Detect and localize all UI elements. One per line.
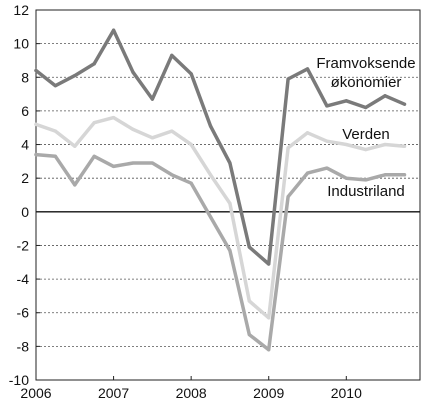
data-point	[286, 146, 290, 150]
data-point	[267, 262, 271, 266]
data-point	[364, 178, 368, 182]
series-label: Framvoksende	[316, 55, 415, 72]
y-tick-label: 6	[21, 103, 29, 119]
data-point	[208, 173, 213, 177]
data-point	[150, 136, 154, 140]
y-tick-label: -2	[17, 237, 30, 253]
data-point	[53, 84, 57, 88]
series-line-1	[34, 115, 407, 320]
data-point	[305, 67, 310, 71]
series-label: økonomier	[331, 74, 402, 91]
data-point	[228, 201, 232, 206]
series-line-2	[34, 152, 407, 352]
data-point	[170, 173, 174, 177]
data-point	[170, 53, 174, 58]
data-point	[131, 161, 135, 165]
data-point	[92, 121, 96, 125]
series-line-0	[34, 28, 407, 266]
data-point	[73, 183, 77, 187]
data-point	[344, 142, 348, 147]
data-point	[131, 127, 135, 132]
data-point	[111, 28, 116, 32]
y-tick-label: 8	[21, 69, 29, 85]
data-point	[267, 316, 271, 320]
data-point	[228, 161, 232, 165]
data-point	[189, 72, 193, 76]
data-point	[73, 144, 77, 148]
y-tick-label: -10	[9, 372, 29, 388]
series-label: Industriland	[327, 183, 405, 200]
data-point	[305, 171, 310, 175]
y-tick-label: -4	[17, 271, 30, 287]
data-point	[228, 248, 232, 253]
data-point	[325, 166, 329, 170]
x-tick-label: 2007	[98, 385, 129, 401]
data-point	[247, 245, 251, 249]
plot-frame	[35, 9, 421, 381]
data-point	[111, 164, 116, 169]
data-point	[364, 105, 368, 110]
data-point	[364, 147, 368, 152]
data-point	[325, 104, 329, 108]
data-point	[344, 176, 348, 180]
data-point	[92, 62, 96, 66]
data-point	[286, 77, 290, 81]
data-point	[344, 99, 348, 103]
data-point	[286, 195, 290, 199]
series-label: Verden	[342, 126, 390, 143]
data-point	[150, 97, 154, 101]
y-tick-label: 10	[13, 36, 29, 52]
data-point	[34, 122, 38, 126]
data-point	[34, 153, 38, 157]
data-point	[247, 332, 251, 337]
data-point	[131, 70, 135, 74]
data-point	[111, 116, 116, 120]
data-point	[247, 299, 251, 303]
data-point	[208, 215, 213, 219]
data-point	[92, 154, 96, 158]
data-point	[267, 348, 271, 352]
x-tick-label: 2009	[253, 385, 284, 401]
data-point	[402, 144, 407, 148]
data-point	[383, 94, 387, 98]
data-point	[170, 129, 174, 133]
y-tick-label: -8	[17, 338, 30, 354]
y-tick-label: 4	[21, 137, 29, 153]
data-point	[34, 68, 38, 73]
data-point	[53, 129, 57, 133]
y-tick-label: 0	[21, 204, 29, 220]
data-point	[383, 142, 387, 147]
x-tick-label: 2010	[331, 385, 362, 401]
x-tick-label: 2006	[20, 385, 51, 401]
data-point	[402, 102, 407, 106]
y-tick-label: 12	[13, 2, 29, 18]
data-point	[150, 161, 154, 165]
data-point	[402, 173, 407, 177]
y-tick-label: -6	[17, 305, 30, 321]
y-tick-label: 2	[21, 170, 29, 186]
data-point	[73, 73, 77, 78]
data-point	[208, 124, 213, 128]
x-tick-label: 2008	[176, 385, 207, 401]
data-point	[383, 173, 387, 177]
data-point	[53, 154, 57, 158]
data-point	[189, 181, 193, 185]
data-point	[305, 131, 310, 135]
data-point	[325, 139, 329, 143]
data-point	[189, 142, 193, 147]
